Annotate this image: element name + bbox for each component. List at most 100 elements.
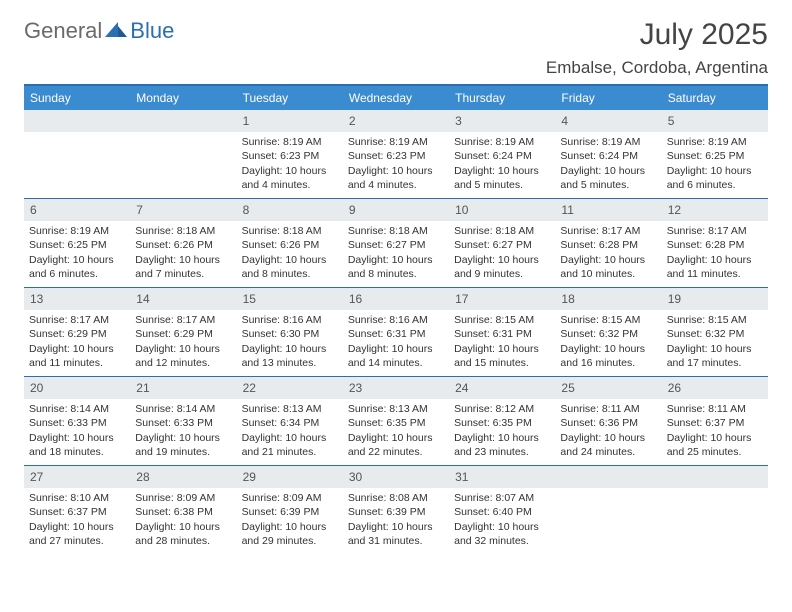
daylight-text: Daylight: 10 hours and 4 minutes. xyxy=(348,164,444,192)
logo-triangle-icon xyxy=(104,20,128,43)
week-row: 20Sunrise: 8:14 AMSunset: 6:33 PMDayligh… xyxy=(24,376,768,465)
sunrise-text: Sunrise: 8:18 AM xyxy=(348,224,444,238)
day-number: 1 xyxy=(237,110,343,132)
weeks-container: 1Sunrise: 8:19 AMSunset: 6:23 PMDaylight… xyxy=(24,110,768,554)
day-body: Sunrise: 8:08 AMSunset: 6:39 PMDaylight:… xyxy=(343,488,449,554)
day-cell: 31Sunrise: 8:07 AMSunset: 6:40 PMDayligh… xyxy=(449,466,555,554)
sunset-text: Sunset: 6:27 PM xyxy=(348,238,444,252)
daylight-text: Daylight: 10 hours and 28 minutes. xyxy=(135,520,231,548)
day-number: 5 xyxy=(662,110,768,132)
day-cell xyxy=(24,110,130,198)
day-number: 31 xyxy=(449,466,555,488)
weekday-header: Wednesday xyxy=(343,86,449,110)
daylight-text: Daylight: 10 hours and 23 minutes. xyxy=(454,431,550,459)
day-body: Sunrise: 8:17 AMSunset: 6:28 PMDaylight:… xyxy=(662,221,768,287)
day-body: Sunrise: 8:19 AMSunset: 6:24 PMDaylight:… xyxy=(555,132,661,198)
sunrise-text: Sunrise: 8:14 AM xyxy=(135,402,231,416)
daylight-text: Daylight: 10 hours and 16 minutes. xyxy=(560,342,656,370)
day-body: Sunrise: 8:19 AMSunset: 6:24 PMDaylight:… xyxy=(449,132,555,198)
daylight-text: Daylight: 10 hours and 19 minutes. xyxy=(135,431,231,459)
day-number: 22 xyxy=(237,377,343,399)
day-cell: 11Sunrise: 8:17 AMSunset: 6:28 PMDayligh… xyxy=(555,199,661,287)
day-number: 17 xyxy=(449,288,555,310)
day-number: 6 xyxy=(24,199,130,221)
day-number: 18 xyxy=(555,288,661,310)
daylight-text: Daylight: 10 hours and 18 minutes. xyxy=(29,431,125,459)
daylight-text: Daylight: 10 hours and 6 minutes. xyxy=(667,164,763,192)
day-body: Sunrise: 8:17 AMSunset: 6:29 PMDaylight:… xyxy=(24,310,130,376)
day-body: Sunrise: 8:18 AMSunset: 6:26 PMDaylight:… xyxy=(130,221,236,287)
sunset-text: Sunset: 6:37 PM xyxy=(667,416,763,430)
day-cell: 9 Sunrise: 8:18 AMSunset: 6:27 PMDaylight… xyxy=(343,199,449,287)
sunrise-text: Sunrise: 8:11 AM xyxy=(667,402,763,416)
page-title: July 2025 xyxy=(546,18,768,52)
daylight-text: Daylight: 10 hours and 29 minutes. xyxy=(242,520,338,548)
day-number: 4 xyxy=(555,110,661,132)
sunrise-text: Sunrise: 8:19 AM xyxy=(29,224,125,238)
day-cell: 24Sunrise: 8:12 AMSunset: 6:35 PMDayligh… xyxy=(449,377,555,465)
day-body: Sunrise: 8:15 AMSunset: 6:31 PMDaylight:… xyxy=(449,310,555,376)
day-number: 30 xyxy=(343,466,449,488)
day-cell: 8Sunrise: 8:18 AMSunset: 6:26 PMDaylight… xyxy=(237,199,343,287)
sunset-text: Sunset: 6:25 PM xyxy=(29,238,125,252)
day-number: 2 xyxy=(343,110,449,132)
sunset-text: Sunset: 6:25 PM xyxy=(667,149,763,163)
weekday-header: Thursday xyxy=(449,86,555,110)
sunrise-text: Sunrise: 8:11 AM xyxy=(560,402,656,416)
day-number: 15 xyxy=(237,288,343,310)
day-cell: 6 Sunrise: 8:19 AMSunset: 6:25 PMDaylight… xyxy=(24,199,130,287)
daylight-text: Daylight: 10 hours and 8 minutes. xyxy=(348,253,444,281)
day-number xyxy=(130,110,236,132)
day-number: 9 xyxy=(343,199,449,221)
day-cell: 15Sunrise: 8:16 AMSunset: 6:30 PMDayligh… xyxy=(237,288,343,376)
sunset-text: Sunset: 6:26 PM xyxy=(135,238,231,252)
header: General Blue July 2025 Embalse, Cordoba,… xyxy=(24,18,768,78)
day-cell: 13Sunrise: 8:17 AMSunset: 6:29 PMDayligh… xyxy=(24,288,130,376)
sunset-text: Sunset: 6:35 PM xyxy=(348,416,444,430)
day-number: 8 xyxy=(237,199,343,221)
day-cell: 14Sunrise: 8:17 AMSunset: 6:29 PMDayligh… xyxy=(130,288,236,376)
week-row: 13Sunrise: 8:17 AMSunset: 6:29 PMDayligh… xyxy=(24,287,768,376)
day-body: Sunrise: 8:12 AMSunset: 6:35 PMDaylight:… xyxy=(449,399,555,465)
day-body: Sunrise: 8:11 AMSunset: 6:36 PMDaylight:… xyxy=(555,399,661,465)
sunset-text: Sunset: 6:33 PM xyxy=(29,416,125,430)
sunrise-text: Sunrise: 8:16 AM xyxy=(348,313,444,327)
daylight-text: Daylight: 10 hours and 9 minutes. xyxy=(454,253,550,281)
calendar: SundayMondayTuesdayWednesdayThursdayFrid… xyxy=(24,84,768,554)
day-number: 28 xyxy=(130,466,236,488)
daylight-text: Daylight: 10 hours and 6 minutes. xyxy=(29,253,125,281)
sunset-text: Sunset: 6:27 PM xyxy=(454,238,550,252)
sunset-text: Sunset: 6:24 PM xyxy=(560,149,656,163)
daylight-text: Daylight: 10 hours and 27 minutes. xyxy=(29,520,125,548)
day-cell: 18Sunrise: 8:15 AMSunset: 6:32 PMDayligh… xyxy=(555,288,661,376)
day-number xyxy=(24,110,130,132)
sunset-text: Sunset: 6:26 PM xyxy=(242,238,338,252)
day-cell xyxy=(662,466,768,554)
location-label: Embalse, Cordoba, Argentina xyxy=(546,58,768,78)
sunset-text: Sunset: 6:32 PM xyxy=(667,327,763,341)
sunrise-text: Sunrise: 8:19 AM xyxy=(667,135,763,149)
day-body: Sunrise: 8:17 AMSunset: 6:29 PMDaylight:… xyxy=(130,310,236,376)
sunrise-text: Sunrise: 8:19 AM xyxy=(348,135,444,149)
daylight-text: Daylight: 10 hours and 31 minutes. xyxy=(348,520,444,548)
day-cell: 1Sunrise: 8:19 AMSunset: 6:23 PMDaylight… xyxy=(237,110,343,198)
day-number xyxy=(555,466,661,488)
day-number: 16 xyxy=(343,288,449,310)
day-body: Sunrise: 8:19 AMSunset: 6:23 PMDaylight:… xyxy=(237,132,343,198)
day-cell: 21Sunrise: 8:14 AMSunset: 6:33 PMDayligh… xyxy=(130,377,236,465)
sunset-text: Sunset: 6:30 PM xyxy=(242,327,338,341)
sunrise-text: Sunrise: 8:10 AM xyxy=(29,491,125,505)
sunset-text: Sunset: 6:28 PM xyxy=(560,238,656,252)
day-number: 12 xyxy=(662,199,768,221)
sunrise-text: Sunrise: 8:17 AM xyxy=(29,313,125,327)
daylight-text: Daylight: 10 hours and 21 minutes. xyxy=(242,431,338,459)
day-body: Sunrise: 8:07 AMSunset: 6:40 PMDaylight:… xyxy=(449,488,555,554)
daylight-text: Daylight: 10 hours and 13 minutes. xyxy=(242,342,338,370)
day-cell: 5 Sunrise: 8:19 AMSunset: 6:25 PMDaylight… xyxy=(662,110,768,198)
day-number: 23 xyxy=(343,377,449,399)
sunset-text: Sunset: 6:23 PM xyxy=(348,149,444,163)
sunrise-text: Sunrise: 8:13 AM xyxy=(348,402,444,416)
logo: General Blue xyxy=(24,18,174,44)
sunrise-text: Sunrise: 8:15 AM xyxy=(560,313,656,327)
sunrise-text: Sunrise: 8:18 AM xyxy=(454,224,550,238)
